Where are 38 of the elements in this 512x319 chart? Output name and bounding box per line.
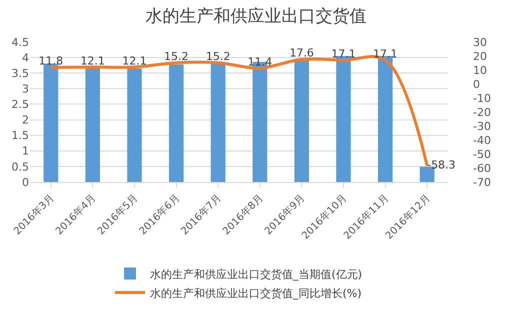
y-tick-label: 3: [22, 82, 29, 96]
y-tick-label: 2.5: [12, 98, 29, 112]
y2-tick-label: -40: [473, 134, 491, 147]
data-label: 17.6: [289, 46, 314, 60]
data-label: 15.2: [164, 50, 189, 63]
y-tick-label: 2: [22, 114, 29, 127]
y2-tick-label: -10: [473, 92, 491, 105]
bar: [85, 68, 100, 182]
data-label: -58.3: [427, 158, 456, 172]
data-label: 12.1: [80, 54, 105, 68]
y2-tick-label: -20: [473, 106, 491, 119]
bar: [336, 56, 351, 182]
bar: [294, 60, 310, 182]
y2-tick-label: 30: [473, 36, 487, 49]
y-tick-label: 1.5: [12, 129, 29, 142]
legend-label: 水的生产和供应业出口交货值_同比增长(%): [150, 286, 362, 300]
bar: [168, 64, 184, 182]
y2-tick-label: 0: [473, 78, 480, 91]
y-tick-label: 4: [22, 51, 29, 64]
data-label: 12.1: [122, 54, 147, 68]
y2-tick-label: -30: [473, 120, 491, 133]
y2-tick-label: -50: [473, 148, 491, 161]
bar: [127, 68, 142, 182]
bar: [210, 64, 226, 182]
y-tick-label: 0.5: [12, 160, 29, 174]
y-tick-label: 1: [22, 144, 29, 158]
bar: [44, 64, 58, 182]
y-tick-label: 0: [22, 176, 29, 189]
y2-tick-label: -60: [473, 162, 491, 175]
y2-tick-label: 20: [473, 50, 487, 63]
y2-tick-label: 10: [473, 64, 487, 77]
legend-label: 水的生产和供应业出口交货值_当期值(亿元): [150, 268, 362, 281]
data-label: 15.2: [206, 50, 230, 63]
y2-tick-label: -70: [473, 176, 491, 189]
y-tick-label: 4.5: [12, 36, 29, 49]
y-tick-label: 3.5: [12, 66, 29, 80]
bar: [378, 56, 393, 182]
chart-title: 水的生产和供应业出口交货值: [146, 6, 366, 26]
